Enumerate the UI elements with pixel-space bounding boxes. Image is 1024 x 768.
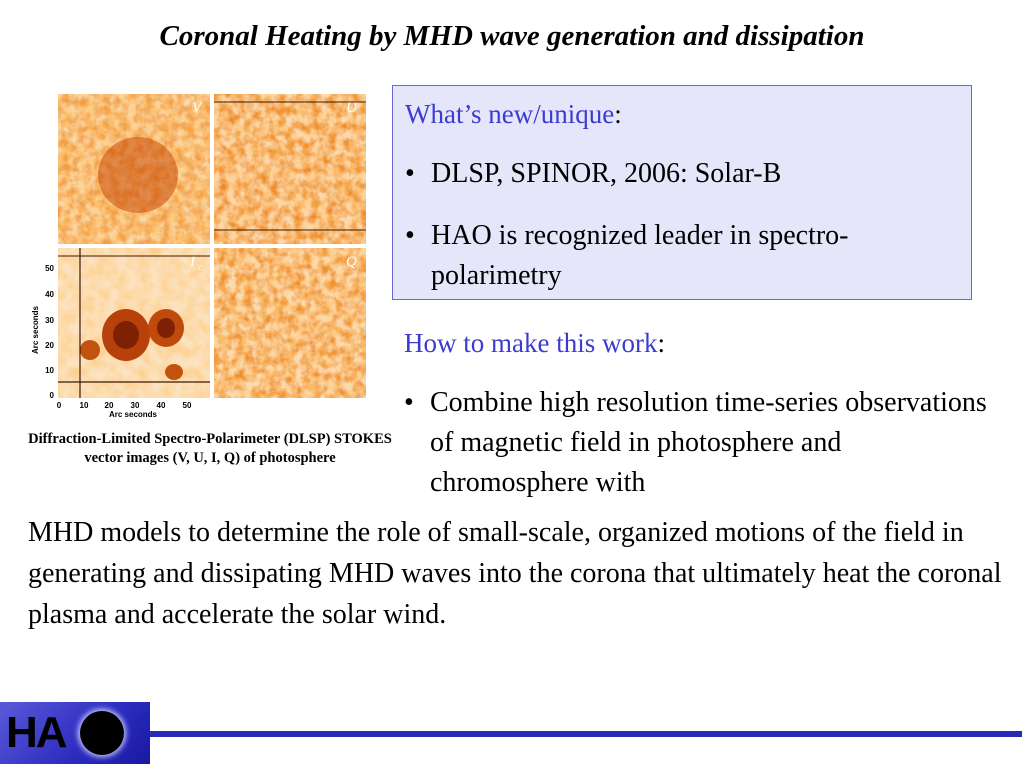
panel-label-v: V	[192, 100, 203, 116]
panel-i	[58, 248, 210, 398]
footer-rule	[150, 731, 1022, 737]
list-item: • DLSP, SPINOR, 2006: Solar-B	[405, 154, 965, 194]
how-section: How to make this work: • Combine high re…	[404, 327, 1004, 503]
whats-new-heading: What’s new/unique:	[405, 99, 622, 129]
slide-title: Coronal Heating by MHD wave generation a…	[159, 20, 865, 52]
x-tick-30: 30	[131, 401, 140, 410]
y-tick-20: 20	[45, 341, 54, 350]
hao-logo: HA	[0, 702, 150, 764]
stokes-figure: V U I c Q 0 10 20 30 40 50 Arc seconds 0…	[28, 90, 368, 420]
y-tick-40: 40	[45, 290, 54, 299]
x-tick-20: 20	[105, 401, 114, 410]
y-tick-30: 30	[45, 316, 54, 325]
panel-u	[214, 94, 366, 244]
list-item: • Combine high resolution time-series ob…	[404, 383, 990, 503]
x-tick-10: 10	[80, 401, 89, 410]
figure-caption: Diffraction-Limited Spectro-Polarimeter …	[28, 431, 392, 466]
panel-v	[58, 94, 210, 244]
whats-new-box: What’s new/unique: • DLSP, SPINOR, 2006:…	[392, 85, 972, 300]
panel-label-u: U	[346, 100, 358, 116]
body-paragraph: MHD models to determine the role of smal…	[28, 517, 1002, 630]
x-tick-40: 40	[157, 401, 166, 410]
panel-label-i-subscript: c	[198, 262, 202, 272]
y-tick-50: 50	[45, 264, 54, 273]
panel-label-i: I	[189, 254, 196, 270]
panel-label-q: Q	[346, 254, 357, 270]
x-tick-50: 50	[183, 401, 192, 410]
y-tick-0: 0	[50, 391, 55, 400]
how-heading: How to make this work:	[404, 328, 665, 358]
whats-new-list: • DLSP, SPINOR, 2006: Solar-B • HAO is r…	[405, 154, 965, 318]
panel-q	[214, 248, 366, 398]
logo-text: HA	[6, 708, 68, 757]
y-axis-label: Arc seconds	[31, 305, 40, 354]
x-tick-0: 0	[57, 401, 62, 410]
list-item: • HAO is recognized leader in spectro-po…	[405, 216, 965, 296]
bullet-icon: •	[405, 158, 415, 189]
sun-icon	[80, 711, 124, 755]
y-tick-10: 10	[45, 366, 54, 375]
bullet-icon: •	[405, 220, 415, 251]
x-axis-label: Arc seconds	[109, 410, 158, 419]
bullet-icon: •	[404, 387, 414, 418]
